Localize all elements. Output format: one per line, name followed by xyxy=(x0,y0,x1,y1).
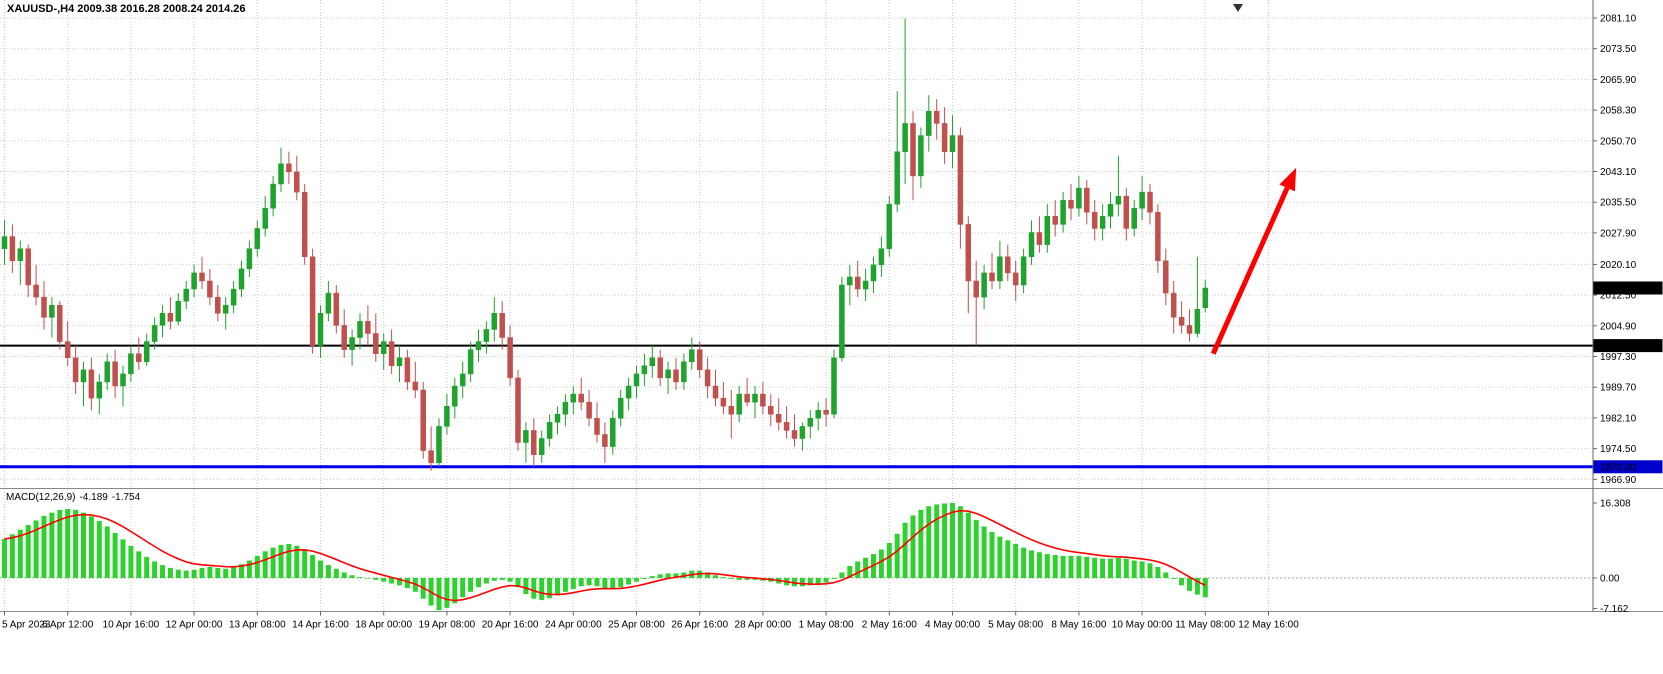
price-axis-labels: 2081.10 2073.50 2065.90 2058.30 2050.70 2043.… xyxy=(1593,14,1637,486)
svg-text:2 May 16:00: 2 May 16:00 xyxy=(862,620,917,631)
price-badge-2014.26: 2014.26 xyxy=(1593,281,1663,295)
chart-symbol-period: XAUUSD-,H4 xyxy=(7,3,75,15)
svg-text:26 Apr 16:00: 26 Apr 16:00 xyxy=(671,620,728,631)
svg-text:10 Apr 16:00: 10 Apr 16:00 xyxy=(103,620,160,631)
svg-text:1966.90: 1966.90 xyxy=(1600,475,1637,486)
horizontal-gridlines xyxy=(0,17,1593,480)
svg-text:8 May 16:00: 8 May 16:00 xyxy=(1051,620,1106,631)
svg-text:1997.30: 1997.30 xyxy=(1600,352,1637,363)
svg-text:1970.00: 1970.00 xyxy=(1600,462,1637,473)
svg-text:-7.162: -7.162 xyxy=(1600,604,1629,615)
svg-text:1982.10: 1982.10 xyxy=(1600,413,1637,424)
macd-axis-labels: 16.308 0.00 -7.162 xyxy=(1593,498,1631,615)
svg-text:18 Apr 00:00: 18 Apr 00:00 xyxy=(355,620,412,631)
price-badge-1970.00: 1970.00 xyxy=(1593,460,1663,474)
svg-text:5 Apr 2023: 5 Apr 2023 xyxy=(2,620,51,631)
macd-main-value: -4.189 xyxy=(79,492,108,503)
macd-signal-value: -1.754 xyxy=(111,492,141,503)
candles-layer xyxy=(1,18,1209,471)
svg-text:19 Apr 08:00: 19 Apr 08:00 xyxy=(419,620,476,631)
macd-indicator-label: MACD(12,26,9) -4.189 -1.754 xyxy=(6,492,144,503)
svg-text:2043.10: 2043.10 xyxy=(1600,167,1637,178)
chart-title: XAUUSD-,H4 2009.38 2016.28 2008.24 2014.… xyxy=(7,3,246,15)
svg-text:2000.00: 2000.00 xyxy=(1600,341,1637,352)
svg-text:14 Apr 16:00: 14 Apr 16:00 xyxy=(292,620,349,631)
macd-name: MACD(12,26,9) xyxy=(6,492,76,503)
svg-text:1989.70: 1989.70 xyxy=(1600,383,1637,394)
chart-ohlc-values: 2009.38 2016.28 2008.24 2014.26 xyxy=(77,3,246,15)
svg-text:5 May 08:00: 5 May 08:00 xyxy=(988,620,1043,631)
svg-text:2058.30: 2058.30 xyxy=(1600,106,1637,117)
svg-text:16.308: 16.308 xyxy=(1600,498,1631,509)
svg-text:2065.90: 2065.90 xyxy=(1600,75,1637,86)
svg-text:11 May 08:00: 11 May 08:00 xyxy=(1175,620,1235,631)
macd-signal-line xyxy=(4,509,1206,602)
svg-text:12 May 16:00: 12 May 16:00 xyxy=(1238,620,1299,631)
svg-text:2027.90: 2027.90 xyxy=(1600,228,1637,239)
svg-text:10 May 00:00: 10 May 00:00 xyxy=(1112,620,1173,631)
svg-text:1974.50: 1974.50 xyxy=(1600,444,1637,455)
svg-text:2081.10: 2081.10 xyxy=(1600,14,1637,25)
svg-text:2035.50: 2035.50 xyxy=(1600,198,1637,209)
svg-text:2014.26: 2014.26 xyxy=(1600,284,1637,295)
macd-histogram xyxy=(2,503,1208,611)
svg-text:2012.50: 2012.50 xyxy=(1600,291,1637,302)
svg-text:2050.70: 2050.70 xyxy=(1600,136,1637,147)
svg-text:4 May 00:00: 4 May 00:00 xyxy=(925,620,980,631)
price-badge-2000.00: 2000.00 xyxy=(1593,339,1663,353)
svg-text:20 Apr 16:00: 20 Apr 16:00 xyxy=(482,620,539,631)
trend-arrow[interactable] xyxy=(1210,167,1297,355)
svg-text:12 Apr 00:00: 12 Apr 00:00 xyxy=(166,620,223,631)
svg-text:13 Apr 08:00: 13 Apr 08:00 xyxy=(229,620,286,631)
svg-text:28 Apr 00:00: 28 Apr 00:00 xyxy=(735,620,792,631)
svg-text:0.00: 0.00 xyxy=(1600,574,1620,585)
svg-text:6 Apr 12:00: 6 Apr 12:00 xyxy=(42,620,94,631)
chart-shift-marker[interactable] xyxy=(1233,4,1243,12)
svg-text:2020.10: 2020.10 xyxy=(1600,260,1637,271)
svg-text:2004.90: 2004.90 xyxy=(1600,321,1637,332)
svg-text:24 Apr 00:00: 24 Apr 00:00 xyxy=(545,620,602,631)
svg-text:25 Apr 08:00: 25 Apr 08:00 xyxy=(608,620,665,631)
vertical-gridlines xyxy=(4,0,1269,612)
svg-text:1 May 08:00: 1 May 08:00 xyxy=(799,620,854,631)
svg-text:2073.50: 2073.50 xyxy=(1600,44,1637,55)
